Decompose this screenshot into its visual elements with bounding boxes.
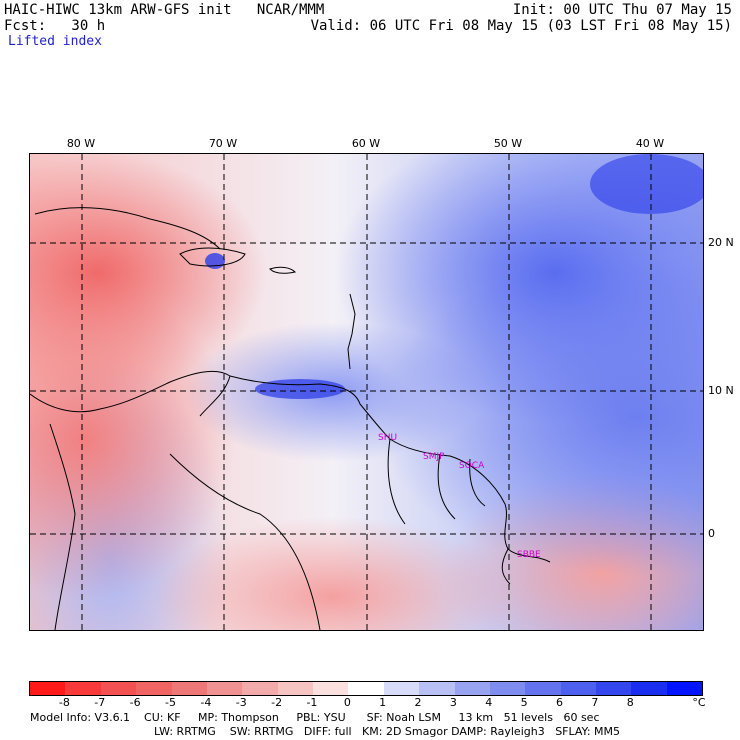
lat-label-0: 0 (708, 527, 715, 540)
cuba-coast (34, 207, 221, 250)
lon-label-50w: 50 W (493, 137, 523, 150)
guianas-borders (387, 438, 486, 525)
colorbar-tick-label: -5 (164, 696, 176, 709)
colorbar-swatch (560, 682, 596, 695)
south-america-north-coast (30, 370, 551, 563)
lon-label-60w: 60 W (351, 137, 381, 150)
colorbar-swatch (596, 682, 632, 695)
colorbar-swatch (242, 682, 278, 695)
colorbar-swatch (348, 682, 384, 695)
colorbar-tick-label: 7 (591, 696, 599, 709)
strong-stable-patch (255, 379, 345, 399)
lat-label-20n: 20 N (708, 236, 734, 249)
interior-border (169, 453, 321, 630)
site-label-shu: SHU (378, 433, 397, 443)
colorbar-swatch (666, 682, 703, 695)
colorbar-tick-label: -2 (271, 696, 283, 709)
lon-label-70w: 70 W (208, 137, 238, 150)
colorbar-tick-label: 1 (379, 696, 387, 709)
puerto-rico-coast (269, 266, 297, 274)
northeast-stable-patch (590, 154, 703, 214)
colorbar-tick-label: 8 (626, 696, 634, 709)
colorbar-swatch (419, 682, 455, 695)
lon-label-40w: 40 W (635, 137, 665, 150)
init-time: Init: 00 UTC Thu 07 May 15 (512, 2, 732, 18)
colorbar-tick-label: -4 (200, 696, 212, 709)
lesser-antilles (347, 293, 356, 370)
forecast-hour: Fcst: 30 h (4, 18, 106, 34)
colorbar-tick-label: 4 (485, 696, 493, 709)
colorbar-swatch (383, 682, 420, 695)
colorbar-tick-label: 0 (343, 696, 351, 709)
colorbar-swatch (100, 682, 137, 695)
colorbar-unit: °C (692, 696, 706, 709)
lat-label-10n: 10 N (708, 384, 734, 397)
model-title: HAIC-HIWC 13km ARW-GFS init NCAR/MMM (4, 2, 325, 18)
colorbar-swatch (136, 682, 172, 695)
site-label-smjp: SMJP (423, 452, 445, 462)
lifted-index-map: SHU SMJP SOCA SBBE (29, 153, 704, 631)
amazon-delta (501, 548, 511, 585)
colorbar-tick-label: -3 (235, 696, 247, 709)
model-info-line1: Model Info: V3.6.1 CU: KF MP: Thompson P… (30, 711, 600, 724)
lake-maracaibo (199, 375, 231, 417)
site-label-soca: SOCA (459, 461, 485, 471)
colorbar-tick-label: 6 (556, 696, 564, 709)
central-america-pacific (49, 423, 76, 630)
colorbar-swatch (65, 682, 101, 695)
colorbar-tick-label: 3 (449, 696, 457, 709)
colorbar-swatch (489, 682, 526, 695)
map-overlay: SHU SMJP SOCA SBBE (30, 154, 703, 630)
colorbar-tick-label: 2 (414, 696, 422, 709)
colorbar-swatch (277, 682, 313, 695)
colorbar-swatch (313, 682, 349, 695)
colorbar-tick-label: -1 (306, 696, 318, 709)
colorbar-tick-label: -6 (129, 696, 141, 709)
product-name: Lifted index (8, 34, 102, 49)
valid-time: Valid: 06 UTC Fri 08 May 15 (03 LST Fri … (310, 18, 732, 34)
coastlines (30, 207, 551, 630)
colorbar-labels: -8 -7 -6 -5 -4 -3 -2 -1 0 1 2 3 4 5 6 7 8 °C (29, 696, 719, 710)
colorbar-swatch (30, 682, 66, 695)
colorbar-swatch (631, 682, 667, 695)
site-label-sbbe: SBBE (517, 550, 541, 560)
hispaniola-stable-patch (205, 253, 225, 269)
colorbar (29, 681, 703, 696)
lon-label-80w: 80 W (66, 137, 96, 150)
colorbar-tick-label: -7 (94, 696, 106, 709)
colorbar-swatch (206, 682, 243, 695)
model-info-line2: LW: RRTMG SW: RRTMG DIFF: full KM: 2D Sm… (154, 725, 620, 738)
graticule (30, 154, 703, 630)
colorbar-swatch (454, 682, 490, 695)
colorbar-swatch (525, 682, 561, 695)
colorbar-tick-label: 5 (520, 696, 528, 709)
colorbar-swatch (171, 682, 207, 695)
hispaniola-coast (179, 247, 246, 267)
colorbar-tick-label: -8 (58, 696, 70, 709)
